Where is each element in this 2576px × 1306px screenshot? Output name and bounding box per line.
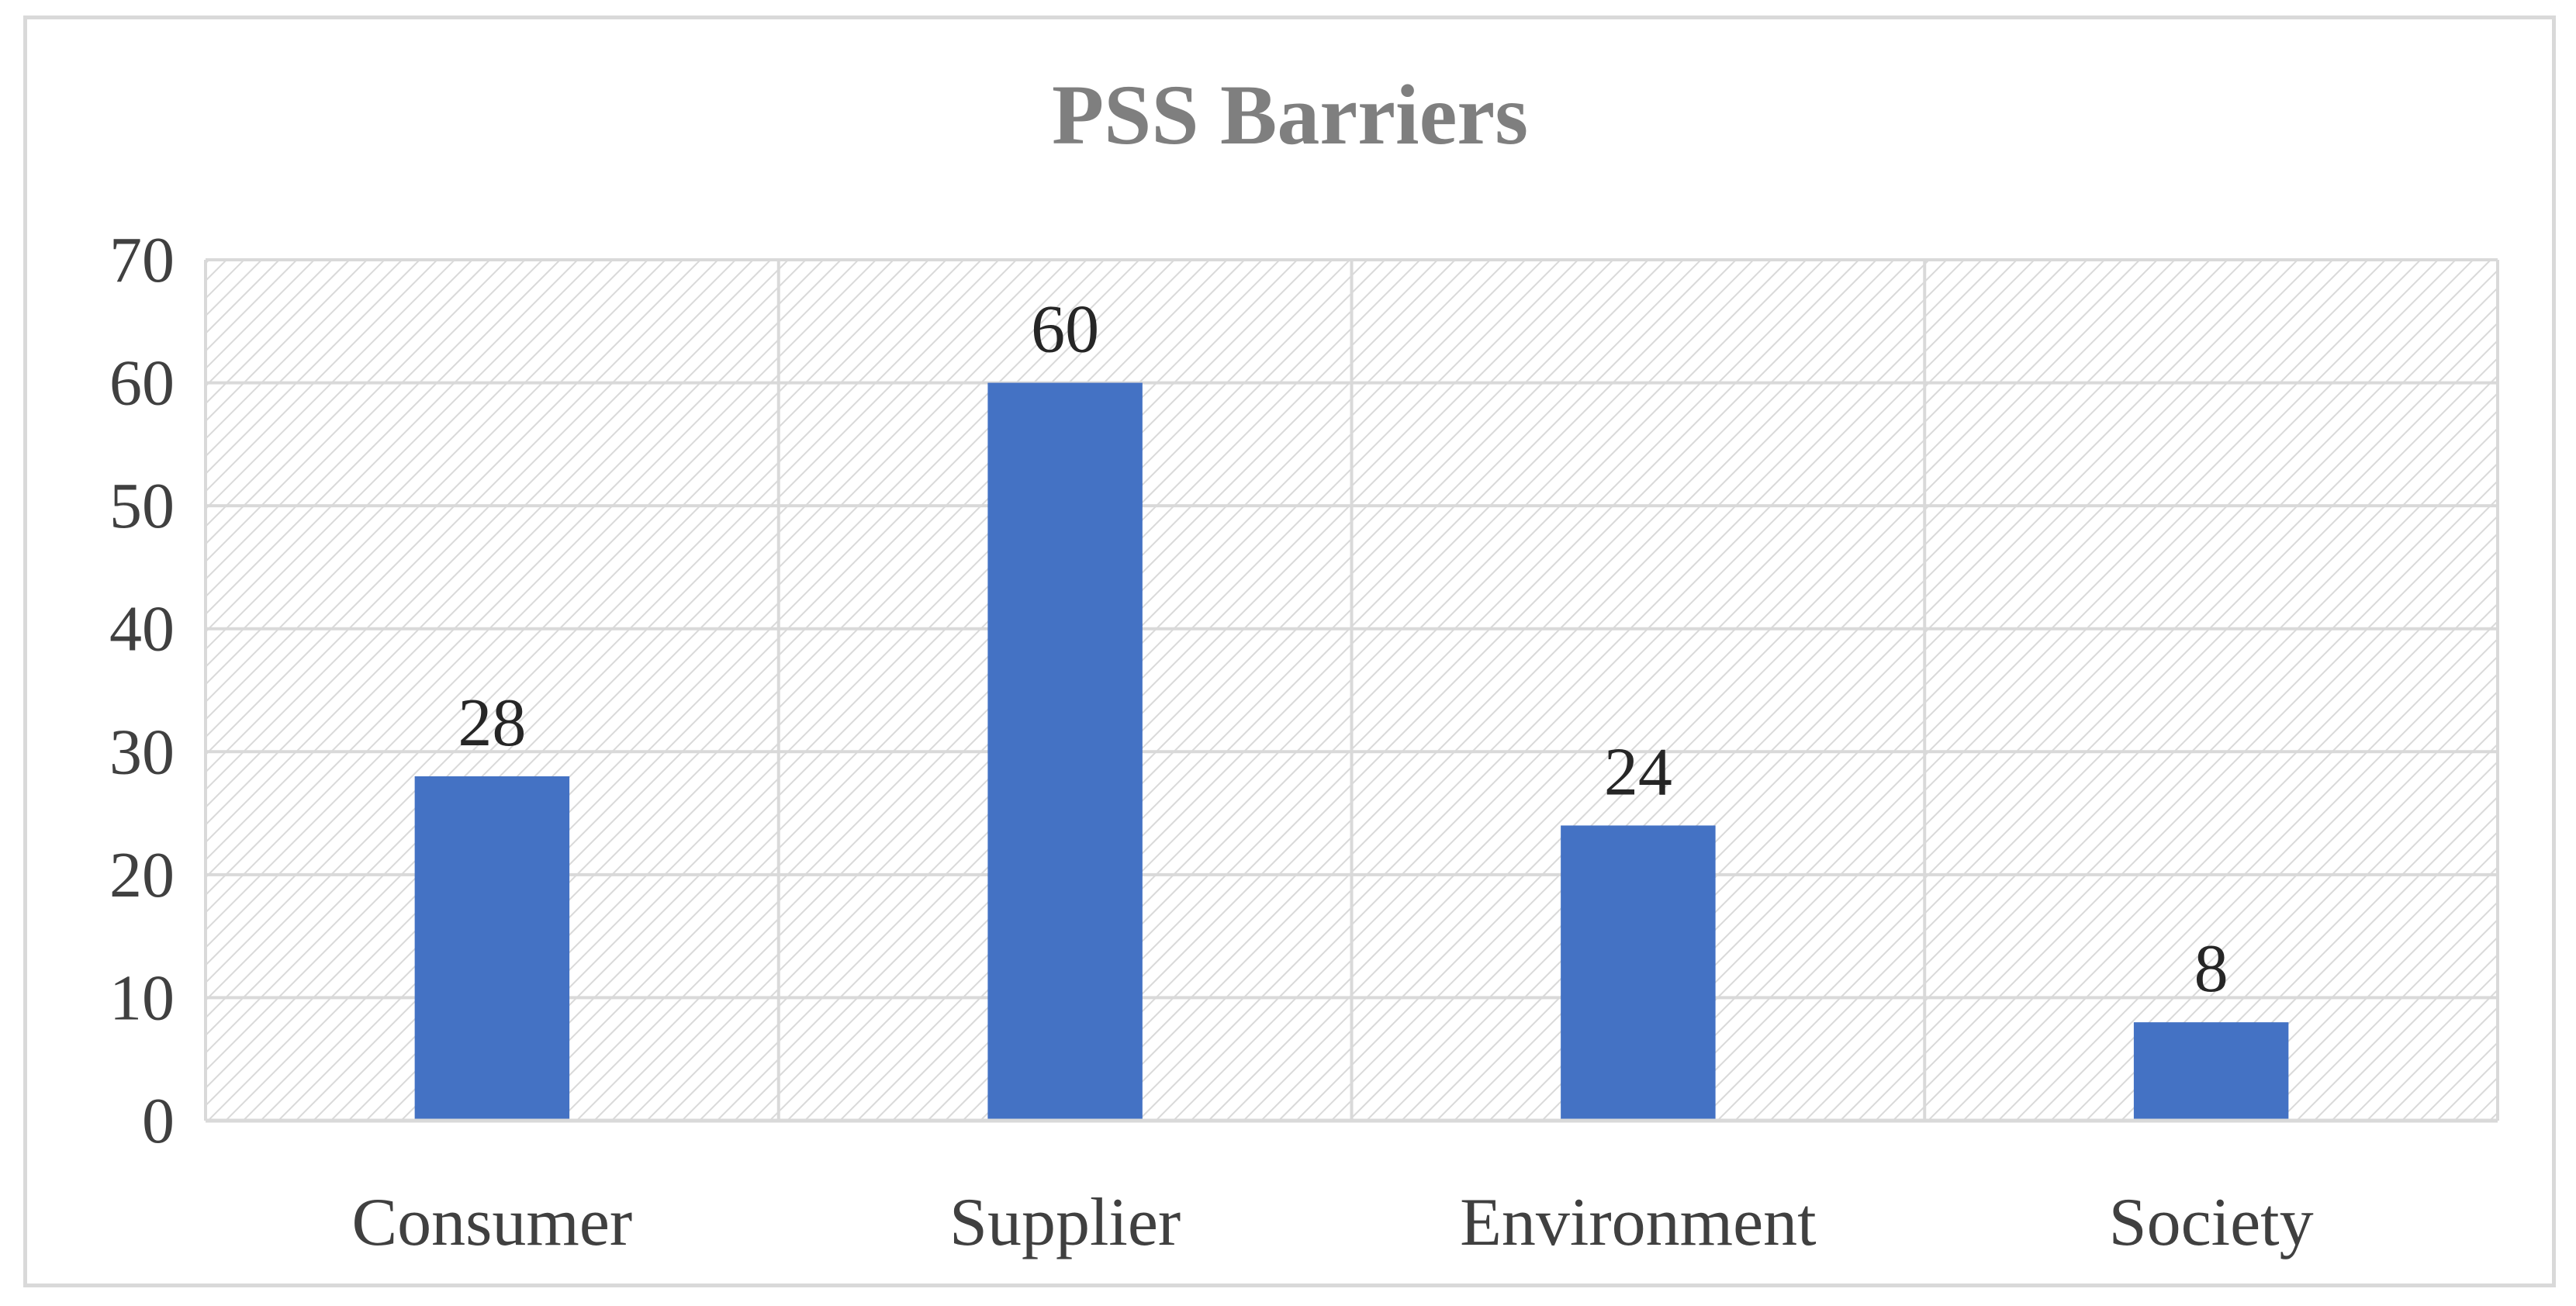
y-tick-label-30: 30	[109, 716, 175, 788]
x-tick-label-environment: Environment	[1460, 1185, 1816, 1260]
y-tick-label-0: 0	[142, 1085, 175, 1157]
x-tick-label-consumer: Consumer	[351, 1185, 632, 1260]
data-label-environment: 24	[1604, 734, 1672, 810]
bar-chart: PSS Barriers 0 10 20 30 40 50 60 70 28 Consumer 60…	[109, 67, 2499, 1260]
y-tick-label-40: 40	[109, 593, 175, 665]
x-tick-label-society: Society	[2109, 1185, 2314, 1260]
data-label-society: 8	[2194, 931, 2228, 1007]
plot-area: 0 10 20 30 40 50 60 70 28 Consumer 60 Supplier 24 Env…	[109, 224, 2499, 1260]
bar-consumer	[414, 776, 570, 1121]
y-tick-label-70: 70	[109, 224, 175, 296]
x-tick-label-supplier: Supplier	[949, 1185, 1181, 1260]
y-tick-label-60: 60	[109, 347, 175, 420]
data-label-consumer: 28	[458, 686, 526, 761]
bar-supplier	[987, 382, 1143, 1121]
y-tick-label-20: 20	[109, 839, 175, 911]
bar-environment	[1561, 825, 1716, 1121]
data-label-supplier: 60	[1031, 292, 1099, 368]
y-tick-label-10: 10	[109, 962, 175, 1034]
chart-title: PSS Barriers	[1052, 67, 1528, 162]
bar-society	[2133, 1022, 2289, 1121]
chart-frame: PSS Barriers 0 10 20 30 40 50 60 70 28 Consumer 60…	[23, 16, 2556, 1287]
y-tick-label-50: 50	[109, 470, 175, 542]
